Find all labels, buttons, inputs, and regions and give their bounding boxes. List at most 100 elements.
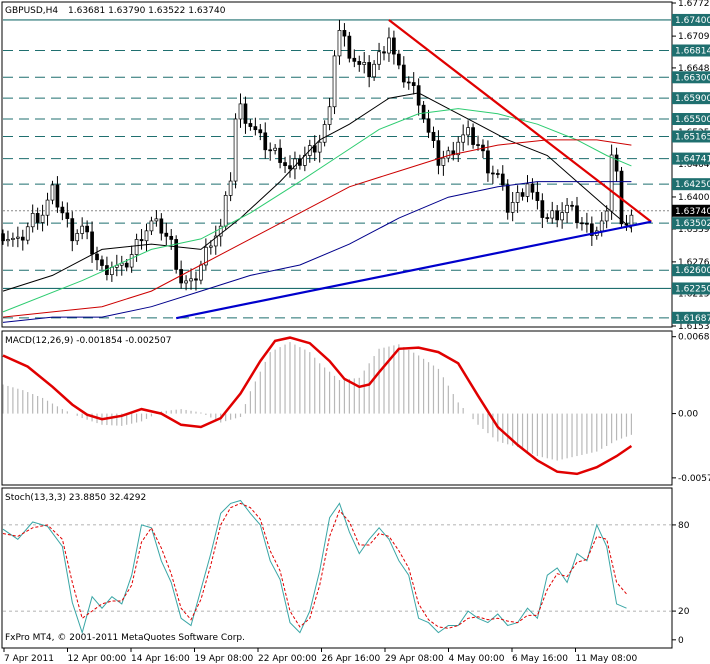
candle-body-40 [199, 264, 203, 281]
price-axis-label-6: 1.64005 [678, 193, 710, 203]
candle-body-127 [629, 214, 634, 226]
candle-body-117 [580, 222, 584, 225]
candle-body-75 [372, 63, 376, 78]
candle-body-107 [530, 183, 535, 193]
candle-body-2 [11, 237, 15, 240]
candle-body-27 [134, 239, 139, 255]
candle-body-25 [124, 262, 129, 268]
candle-body-112 [555, 210, 560, 221]
level-label-bg-6 [672, 152, 710, 165]
candle-body-84 [416, 85, 421, 106]
macd-layer [2, 336, 633, 476]
candle-body-48 [238, 103, 243, 120]
candle-body-22 [110, 266, 114, 275]
candle-body-11 [55, 184, 60, 208]
candle-body-7 [35, 213, 40, 223]
moving-average-0 [2, 92, 632, 292]
level-label-bg-8 [672, 204, 710, 217]
level-label-1: 1.66814 [675, 46, 710, 56]
candle-body-57 [283, 162, 287, 167]
candle-body-89 [441, 157, 446, 166]
candle-body-109 [540, 200, 545, 218]
macd-axis-label-1: 0.00 [678, 410, 698, 420]
candle-body-34 [169, 235, 174, 240]
level-label-bg-2 [672, 71, 710, 84]
candle-body-46 [228, 180, 233, 196]
candle-body-68 [337, 30, 342, 57]
level-label-8: 1.63740 [675, 207, 710, 217]
ohlc-values: 1.63681 1.63790 1.63522 1.63740 [68, 6, 226, 16]
level-label-bg-4 [672, 113, 710, 126]
candle-body-79 [392, 37, 396, 55]
stoch-panel[interactable] [1, 487, 673, 649]
candle-body-38 [189, 278, 193, 282]
candle-body-55 [273, 147, 277, 151]
candle-body-71 [352, 57, 357, 62]
candle-body-69 [342, 30, 347, 37]
level-label-bg-11 [672, 282, 710, 295]
candle-body-103 [510, 202, 515, 213]
candle-body-33 [164, 232, 169, 237]
candle-body-15 [75, 233, 80, 242]
candle-body-5 [25, 226, 30, 241]
candle-body-123 [609, 154, 614, 212]
level-label-bg-5 [672, 130, 710, 143]
candle-body-74 [367, 62, 372, 78]
level-label-10: 1.62600 [675, 266, 710, 276]
candle-body-54 [268, 149, 273, 152]
macd-axis-label-0: 0.006880 [678, 333, 710, 343]
candle-body-116 [575, 205, 579, 224]
level-label-12: 1.61687 [675, 314, 710, 324]
time-axis-label-9: 11 May 08:00 [576, 654, 638, 664]
macd-title: MACD(12,26,9) -0.001854 -0.002507 [5, 336, 171, 346]
candle-body-115 [570, 204, 574, 207]
level-label-bg-12 [672, 311, 710, 324]
price-axis-label-2: 1.66480 [678, 64, 710, 74]
candle-body-102 [505, 184, 510, 213]
level-label-bg-3 [672, 92, 710, 105]
candle-body-108 [535, 191, 540, 201]
candle-body-113 [560, 212, 564, 221]
level-label-4: 1.65500 [675, 115, 710, 125]
candle-body-26 [129, 254, 134, 268]
candle-body-37 [184, 280, 188, 284]
candle-body-64 [317, 141, 322, 153]
trend-line-0 [388, 19, 652, 223]
candle-body-110 [545, 217, 550, 219]
candle-body-29 [144, 230, 149, 242]
time-axis-label-3: 19 Apr 08:00 [195, 654, 254, 664]
candle-body-78 [387, 37, 391, 54]
candle-body-49 [243, 103, 248, 124]
candle-body-10 [50, 184, 55, 201]
stoch-line-1 [2, 502, 627, 629]
candle-body-51 [253, 126, 258, 131]
price-axis-label-7: 1.63390 [678, 225, 710, 235]
candle-body-43 [213, 235, 218, 247]
candle-body-114 [565, 204, 569, 213]
candle-body-30 [149, 220, 154, 232]
stoch-axis-label-2: 0 [678, 636, 684, 646]
candle-body-4 [20, 236, 25, 241]
level-label-9: 1.63502 [675, 219, 710, 229]
candle-body-70 [347, 35, 352, 59]
candle-body-104 [515, 192, 520, 203]
candle-body-86 [426, 118, 431, 133]
time-axis-label-2: 14 Apr 16:00 [131, 654, 190, 664]
level-label-2: 1.66300 [675, 73, 710, 83]
price-axis-label-5: 1.64640 [678, 160, 710, 170]
candle-body-50 [248, 123, 253, 127]
candle-body-122 [604, 210, 609, 222]
macd-panel[interactable] [1, 330, 673, 486]
candle-body-88 [436, 140, 441, 166]
candle-body-45 [223, 195, 228, 227]
candle-body-28 [139, 239, 144, 242]
price-layer [1, 19, 671, 323]
candle-body-3 [15, 236, 20, 239]
candle-body-77 [382, 51, 386, 54]
price-axis-label-0: 1.67725 [678, 0, 710, 9]
time-axis-label-6: 29 Apr 08:00 [385, 654, 444, 664]
candle-body-0 [1, 233, 5, 242]
candle-body-42 [208, 245, 213, 248]
candle-body-35 [174, 239, 179, 270]
level-label-bg-1 [672, 44, 710, 57]
